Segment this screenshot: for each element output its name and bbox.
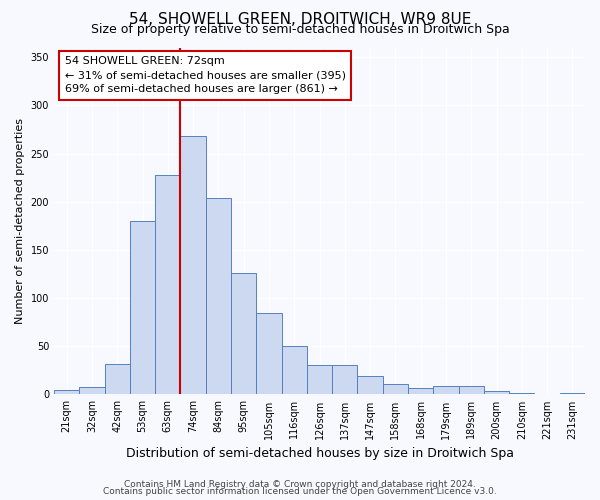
Text: 54, SHOWELL GREEN, DROITWICH, WR9 8UE: 54, SHOWELL GREEN, DROITWICH, WR9 8UE [129,12,471,28]
Bar [256,312,281,394]
Bar [206,198,231,394]
Bar [79,386,104,394]
Bar [509,392,535,394]
Bar [231,273,256,394]
Bar [358,376,383,394]
Bar [155,174,181,394]
Bar [104,364,130,394]
Text: Contains HM Land Registry data © Crown copyright and database right 2024.: Contains HM Land Registry data © Crown c… [124,480,476,489]
Bar [130,221,155,394]
Text: Contains public sector information licensed under the Open Government Licence v3: Contains public sector information licen… [103,488,497,496]
Bar [383,384,408,394]
X-axis label: Distribution of semi-detached houses by size in Droitwich Spa: Distribution of semi-detached houses by … [125,447,514,460]
Y-axis label: Number of semi-detached properties: Number of semi-detached properties [15,118,25,324]
Bar [307,364,332,394]
Bar [181,136,206,394]
Text: 54 SHOWELL GREEN: 72sqm
← 31% of semi-detached houses are smaller (395)
69% of s: 54 SHOWELL GREEN: 72sqm ← 31% of semi-de… [65,56,346,94]
Bar [281,346,307,395]
Bar [458,386,484,394]
Bar [332,364,358,394]
Bar [54,390,79,394]
Bar [560,392,585,394]
Text: Size of property relative to semi-detached houses in Droitwich Spa: Size of property relative to semi-detach… [91,22,509,36]
Bar [433,386,458,394]
Bar [408,388,433,394]
Bar [484,390,509,394]
